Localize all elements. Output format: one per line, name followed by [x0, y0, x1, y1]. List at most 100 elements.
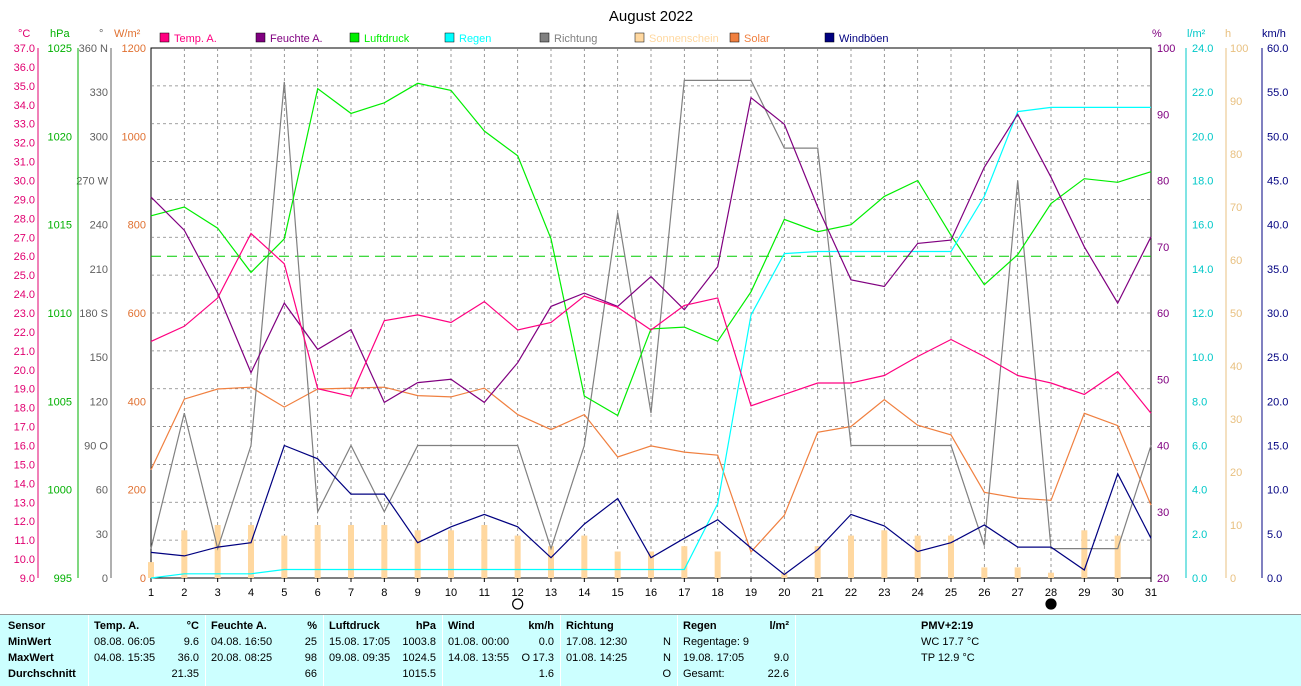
temp-tick-label: 22.0: [14, 327, 35, 339]
sunshine-unit-label: h: [1225, 28, 1231, 40]
stats-temp-column: Temp. A. °C 08.08. 06:05 9.6 04.08. 15:3…: [89, 615, 206, 686]
temp-tick-label: 35.0: [14, 81, 35, 93]
stats-humidity-min-time: 04.08. 16:50: [211, 636, 273, 648]
rain-tick-label: 12.0: [1192, 308, 1213, 320]
direction-tick-label: 0: [102, 573, 108, 585]
legend-label: Solar: [744, 33, 770, 45]
sunshine-bar: [348, 525, 354, 578]
direction-tick-label: 150: [90, 352, 108, 364]
legend-swatch: [729, 32, 740, 43]
stats-pressure-unit: hPa: [415, 620, 436, 632]
rain-tick-label: 14.0: [1192, 264, 1213, 276]
windb-en-line: [150, 444, 1152, 576]
temp-a-line: [150, 232, 1152, 414]
temp-tick-label: 15.0: [14, 459, 35, 471]
x-tick-label: 29: [1078, 587, 1090, 599]
stats-pressure-max: 1024.5: [402, 652, 436, 664]
stats-temp-title: Temp. A.: [94, 620, 140, 632]
solar-tick-label: 1000: [122, 131, 146, 143]
regen-line: [150, 106, 1151, 579]
direction-tick-label: 180 S: [79, 308, 108, 320]
x-tick-label: 17: [678, 587, 690, 599]
stats-temp-min: 9.6: [183, 636, 199, 648]
temp-tick-label: 33.0: [14, 119, 35, 131]
stats-temp-avg: 21.35: [171, 668, 199, 680]
sunshine-bar: [681, 546, 688, 578]
x-tick-label: 18: [712, 587, 724, 599]
humidity-tick-label: 40: [1157, 441, 1169, 453]
stats-rain-days: Regentage: 9: [683, 636, 750, 648]
temp-tick-label: 13.0: [14, 497, 35, 509]
stats-rain-max: 9.0: [773, 652, 789, 664]
x-tick-label: 14: [578, 587, 590, 599]
legend-label: Temp. A.: [174, 33, 217, 45]
rain-tick-label: 24.0: [1192, 43, 1213, 55]
stats-pressure-min-time: 15.08. 17:05: [329, 636, 391, 648]
temp-tick-label: 34.0: [14, 100, 35, 112]
x-tick-label: 5: [281, 587, 287, 599]
stats-humidity-title: Feuchte A.: [211, 620, 267, 632]
rain-tick-label: 8.0: [1192, 396, 1207, 408]
temp-tick-label: 24.0: [14, 289, 35, 301]
wind-tick-label: 10.0: [1267, 485, 1288, 497]
sunshine-bar: [414, 530, 421, 578]
wind-tick-label: 45.0: [1267, 176, 1288, 188]
stats-rain-total-label: Gesamt:: [683, 668, 725, 680]
stats-direction-max: N: [663, 652, 671, 664]
x-tick-label: 25: [945, 587, 957, 599]
x-tick-label: 26: [978, 587, 990, 599]
sunshine-tick-label: 100: [1230, 43, 1248, 55]
stats-sensor-title: Sensor: [8, 620, 46, 632]
stats-temp-max: 36.0: [177, 652, 199, 664]
stats-wind-max: 17.3: [532, 652, 554, 664]
temp-tick-label: 9.0: [20, 573, 35, 585]
stats-direction-title: Richtung: [566, 620, 614, 632]
sunshine-bar: [848, 535, 854, 578]
temp-tick-label: 36.0: [14, 62, 35, 74]
direction-tick-label: 270 W: [76, 176, 108, 188]
stats-humidity-unit: %: [307, 620, 317, 632]
sunshine-tick-label: 40: [1230, 361, 1242, 373]
sunshine-tick-label: 70: [1230, 202, 1242, 214]
sunshine-bar: [314, 525, 321, 578]
sunshine-tick-label: 20: [1230, 467, 1242, 479]
stats-extra-column: PMV+2:19 WC 17.7 °C TP 12.9 °C: [796, 615, 1301, 686]
pressure-tick-label: 1015: [48, 220, 72, 232]
sunshine-tick-label: 30: [1230, 414, 1242, 426]
temp-tick-label: 12.0: [14, 516, 35, 528]
luftdruck-line: [150, 82, 1152, 417]
legend-swatch: [539, 32, 550, 43]
stats-humidity-max-time: 20.08. 08:25: [211, 652, 273, 664]
sunshine-bar: [881, 530, 888, 578]
sunshine-bar: [448, 530, 454, 578]
sunshine-bar: [781, 572, 788, 578]
sunshine-tick-label: 60: [1230, 255, 1242, 267]
wind-tick-label: 15.0: [1267, 441, 1288, 453]
legend-label: Regen: [459, 33, 491, 45]
stats-rain-max-time: 19.08. 17:05: [683, 652, 745, 664]
stats-wind-column: Wind km/h 01.08. 00:00 0.0 14.08. 13:55 …: [443, 615, 561, 686]
axes: 1 2 3 4 5 6 7 8 9 10 11 12 13 14 15 16 17 18 19 20 21 22 23 24 2…: [14, 43, 1288, 610]
legend-label: Richtung: [554, 33, 597, 45]
wind-tick-label: 60.0: [1267, 43, 1288, 55]
weather-chart: August 2022 Temp. A. Feuchte A. Luftdruck R…: [14, 8, 1288, 610]
stats-direction-min: N: [663, 636, 671, 648]
stats-wc: WC 17.7 °C: [921, 636, 980, 648]
sunshine-bar: [1114, 535, 1121, 578]
stats-wind-avg: 1.6: [538, 668, 554, 680]
direction-tick-label: 90 O: [84, 441, 108, 453]
rain-unit-label: l/m²: [1187, 28, 1206, 40]
wind-tick-label: 25.0: [1267, 352, 1288, 364]
legend-label: Sonnenschein: [649, 33, 719, 45]
rain-tick-label: 10.0: [1192, 352, 1213, 364]
temp-tick-label: 32.0: [14, 138, 35, 150]
temp-tick-label: 11.0: [14, 535, 35, 547]
stats-temp-min-time: 08.08. 06:05: [94, 636, 156, 648]
rain-tick-label: 0.0: [1192, 573, 1207, 585]
x-tick-label: 9: [415, 587, 421, 599]
legend: Temp. A. Feuchte A. Luftdruck Regen Richtung…: [159, 32, 889, 45]
humidity-tick-label: 50: [1157, 374, 1169, 386]
direction-tick-label: 360 N: [79, 43, 108, 55]
new-moon-icon: [1045, 598, 1057, 610]
x-tick-label: 7: [348, 587, 354, 599]
